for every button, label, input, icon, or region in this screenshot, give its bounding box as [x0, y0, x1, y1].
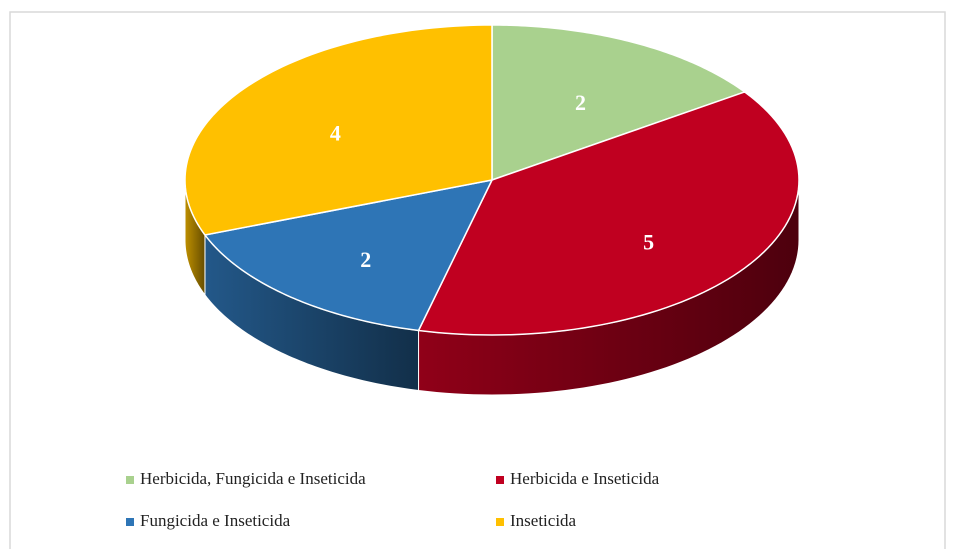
legend-label: Herbicida, Fungicida e Inseticida [140, 469, 366, 488]
legend-label: Fungicida e Inseticida [140, 511, 291, 530]
legend-swatch [496, 476, 504, 484]
legend-label: Inseticida [510, 511, 577, 530]
value-label: 2 [360, 247, 371, 272]
value-label: 5 [643, 230, 654, 255]
legend-swatch [126, 518, 134, 526]
pie-slice [203, 178, 494, 332]
pie-slice [491, 24, 747, 182]
pie-slice [184, 24, 493, 236]
pie-slice [417, 91, 800, 336]
value-label: 4 [330, 120, 341, 145]
legend-swatch [496, 518, 504, 526]
legend-swatch [126, 476, 134, 484]
value-label: 2 [575, 90, 586, 115]
legend-label: Herbicida e Inseticida [510, 469, 660, 488]
